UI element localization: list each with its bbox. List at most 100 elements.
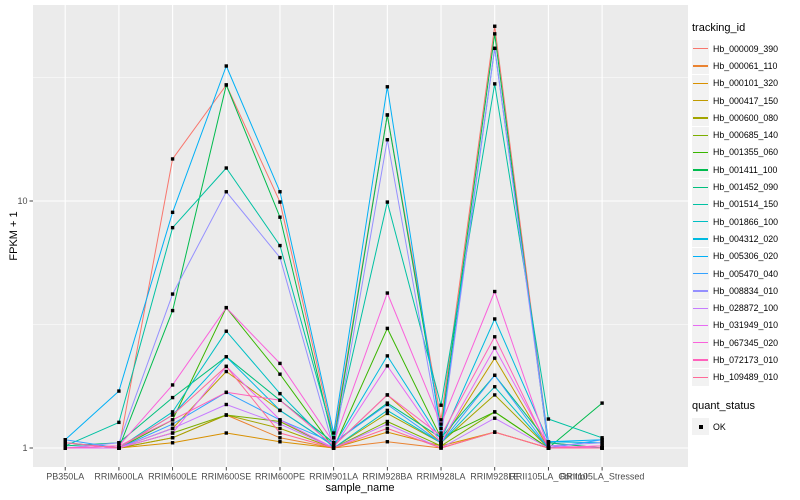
quant-status-legend: quant_status OK (692, 400, 798, 436)
x-axis-title: sample_name (325, 482, 395, 494)
data-point (331, 441, 336, 445)
data-point (278, 436, 282, 440)
data-point (224, 364, 228, 369)
legend-line-swatch (693, 186, 708, 188)
data-point (278, 418, 282, 422)
data-point (546, 446, 551, 450)
data-point (493, 385, 497, 389)
data-point (278, 431, 282, 435)
legend-key (692, 247, 709, 265)
x-tick-label: RRIM600LA (94, 472, 143, 482)
data-point (385, 354, 390, 358)
x-tick-label: RRIM928LE (470, 472, 519, 482)
data-point (493, 82, 497, 86)
legend-key (692, 368, 709, 386)
legend-item: Hb_001355_060 (692, 143, 798, 161)
data-point (224, 305, 228, 310)
data-point (170, 441, 175, 445)
data-point (493, 416, 497, 420)
legend-key (692, 57, 709, 75)
data-point (117, 441, 121, 445)
legend-key (692, 316, 709, 334)
x-tick-label: RRII105LA_Stressed (560, 472, 645, 482)
legend-line-swatch (693, 203, 708, 206)
point-square-icon (698, 424, 703, 429)
legend-line-swatch (693, 342, 708, 344)
legend-label: Hb_000417_150 (713, 95, 779, 106)
legend-key (692, 109, 709, 127)
legend-item: Hb_000101_320 (692, 74, 798, 92)
legend-title: tracking_id (692, 22, 746, 34)
legend-line-swatch (693, 255, 708, 257)
legend-key (692, 230, 709, 248)
data-point (170, 418, 175, 422)
legend-line-swatch (693, 48, 708, 50)
data-point (385, 326, 390, 331)
data-point (385, 440, 390, 444)
data-point (278, 440, 282, 444)
data-point (385, 411, 390, 416)
legend-key (692, 351, 709, 369)
data-point (493, 410, 497, 414)
data-point (546, 440, 551, 444)
data-point (224, 329, 228, 333)
data-point (385, 426, 390, 431)
data-point (600, 401, 604, 405)
legend-item: Hb_067345_020 (692, 334, 798, 352)
data-point (546, 417, 551, 421)
data-point (439, 431, 443, 435)
data-point (117, 420, 121, 425)
x-tick-label: RRIM600PE (255, 472, 305, 482)
data-point (385, 138, 390, 142)
data-point (63, 438, 67, 442)
y-tick-label: 1 (22, 443, 27, 453)
y-tick-label: 10 (17, 196, 27, 206)
y-axis-title: FPKM + 1 (8, 211, 20, 261)
data-point (278, 215, 282, 219)
data-point (385, 393, 390, 397)
legend: tracking_id Hb_000009_390 Hb_000061_110 Hb… (692, 22, 798, 436)
data-point (385, 85, 390, 89)
legend-line-swatch (693, 117, 708, 119)
legend-key (692, 282, 709, 300)
data-point (439, 426, 443, 431)
legend-line-swatch (693, 134, 708, 136)
data-point (439, 436, 443, 440)
data-point (385, 364, 390, 368)
data-point (170, 410, 175, 414)
plot-panel (33, 5, 688, 467)
legend-key (692, 126, 709, 144)
data-point (331, 444, 336, 448)
legend-items: Hb_000009_390 Hb_000061_110 Hb_000101_320 H… (692, 40, 798, 386)
data-point (278, 422, 282, 426)
legend-key (692, 299, 709, 317)
data-point (224, 355, 228, 359)
x-tick-label: RRIM901LA (309, 472, 358, 482)
data-point (493, 335, 497, 339)
legend-label: Hb_001866_100 (713, 216, 779, 227)
data-point (493, 373, 497, 377)
data-point (385, 402, 390, 407)
legend-item: Hb_000685_140 (692, 126, 798, 144)
data-point (278, 391, 282, 396)
data-point (493, 346, 497, 350)
legend-label: Hb_031949_010 (713, 320, 779, 331)
legend-item: Hb_000417_150 (692, 92, 798, 110)
data-point (493, 317, 497, 321)
legend-key (692, 213, 709, 231)
data-point (170, 413, 175, 417)
data-point (600, 446, 604, 450)
legend-key (692, 265, 709, 282)
legend-line-swatch (693, 290, 708, 292)
data-point (170, 210, 175, 215)
legend-item: Hb_109489_010 (692, 368, 798, 386)
legend-label: Hb_000101_320 (713, 78, 779, 89)
legend-key (692, 74, 709, 92)
data-point (63, 446, 67, 450)
quant-ok-key (692, 418, 709, 436)
data-point (278, 243, 282, 248)
legend-item: Hb_000061_110 (692, 57, 798, 75)
legend-label: Hb_004312_020 (713, 233, 779, 244)
data-point (63, 441, 67, 445)
data-point (224, 390, 228, 395)
